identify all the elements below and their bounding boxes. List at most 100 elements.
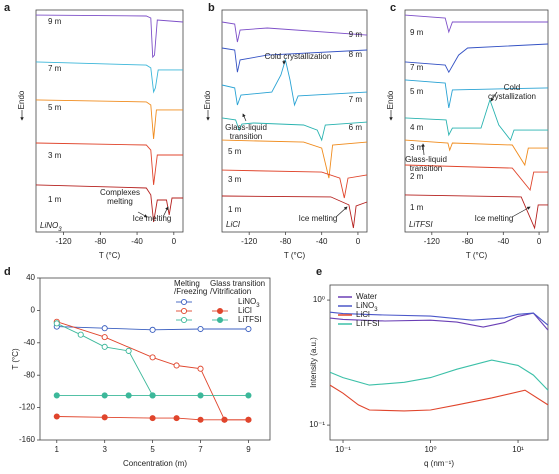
series-line [221,58,368,107]
legend-marker [180,298,188,306]
x-tick-label: -80 [95,237,107,246]
x-axis-label: T (°C) [466,251,488,260]
series-label: 5 m [410,87,424,96]
legend-label: LiCl [356,310,370,319]
open-marker [125,347,132,354]
y-tick-label: 10⁰ [313,295,325,304]
annotation-arrow [137,211,148,218]
annotation: crystallization [488,92,536,101]
series-label: 1 m [48,195,62,204]
filled-marker [53,392,60,399]
y-tick-label: -40 [23,338,35,347]
annotation-arrow [490,91,498,102]
series-line [35,184,183,223]
filled-marker [149,415,156,422]
y-tick-label: 0 [31,306,36,315]
annotation-arrow [162,206,169,218]
open-marker [173,362,180,369]
series-label: 5 m [48,103,62,112]
plot-frame [35,9,184,233]
series-label: 3 m [410,143,424,152]
open-marker [245,325,252,333]
salt-label: LiNO3 [40,221,62,232]
annotation: transition [230,132,262,141]
filled-marker [197,416,204,423]
annotation: Ice melting [133,214,172,223]
x-tick-label: -80 [462,237,474,246]
open-marker [149,326,156,333]
plot-frame [221,9,368,233]
y-tick-label: -160 [19,435,36,444]
x-tick-label: 5 [150,445,155,454]
series-line [221,47,368,73]
panel-letter: c [390,2,396,14]
series-label: 6 m [349,123,363,132]
filled-marker [53,413,60,420]
series-label: 3 m [228,175,242,184]
legend-label: LiTFSI [356,319,380,328]
x-tick-label: 10⁻¹ [335,445,351,454]
x-tick-label: -40 [316,237,328,246]
series-label: 7 m [48,64,62,73]
series-label: 7 m [349,95,363,104]
filled-marker [245,392,252,399]
x-tick-label: 7 [198,445,203,454]
series-line [404,79,549,108]
series-line [221,117,368,142]
x-tick-label: 10¹ [512,445,524,454]
annotation: Ice melting [299,214,338,223]
open-marker [101,334,108,341]
legend-label: LiNO3 [238,297,260,308]
panel-letter: a [4,2,11,14]
series-line [329,359,549,391]
series-label: 8 m [349,50,363,59]
panel-letter: b [208,2,215,14]
series-line [404,164,548,192]
annotation: transition [410,164,442,173]
filled-marker [245,416,252,423]
legend-header: Glass transition [210,279,265,288]
series-label: 7 m [410,63,424,72]
annotation: Glass-liquid [225,123,267,132]
plot-frame [404,9,549,233]
filled-marker [197,392,204,399]
salt-label: LiCl [226,220,240,229]
y-axis-label: Endo [203,90,212,109]
x-tick-label: 3 [102,445,107,454]
series-label: 9 m [349,30,363,39]
y-tick-label: 10⁻¹ [309,420,325,429]
x-tick-label: -80 [280,237,292,246]
open-marker [77,331,84,338]
legend-header: /Vitrification [210,287,251,296]
open-marker [149,354,156,361]
open-marker [197,365,204,372]
series-line [404,43,549,74]
annotation: Ice melting [475,214,514,223]
x-tick-label: 1 [55,445,60,454]
salt-label: LiTFSI [409,220,433,229]
filled-marker [101,392,108,399]
series-line [221,21,368,43]
filled-marker [173,415,180,422]
x-tick-label: -40 [498,237,510,246]
y-axis-label: T (°C) [11,348,20,370]
filled-marker [125,392,132,399]
legend-label: LiCl [238,306,252,315]
series-line [35,61,183,94]
legend-marker [180,316,188,324]
panel-letter: d [4,266,11,278]
series-label: 1 m [228,205,242,214]
x-tick-label: 10⁰ [424,445,436,454]
series-label: 3 m [48,151,62,160]
x-tick-label: 0 [356,237,361,246]
annotation: melting [107,197,133,206]
series-line [404,14,548,34]
legend-marker [180,307,188,315]
annotation-arrow [335,206,348,218]
annotation: Glass-liquid [405,155,447,164]
series-line [329,311,549,326]
series-label: 9 m [410,28,424,37]
y-tick-label: -80 [23,370,35,379]
series-line [35,14,184,59]
